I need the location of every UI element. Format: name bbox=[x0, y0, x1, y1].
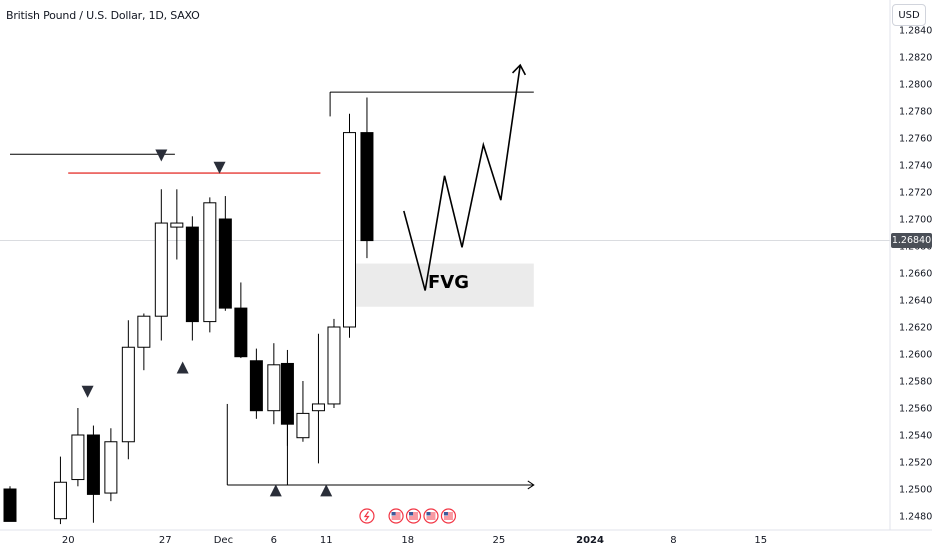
annotation-lines bbox=[0, 91, 890, 490]
candle-body bbox=[234, 307, 248, 358]
projection-path bbox=[403, 63, 527, 291]
candle-body bbox=[154, 222, 168, 317]
y-tick-label: 1.26200 bbox=[899, 323, 932, 334]
bottom-line-arrowhead bbox=[527, 480, 535, 490]
fvg-zone bbox=[349, 263, 534, 307]
x-tick-label: 20 bbox=[62, 535, 75, 546]
y-tick-label: 1.25200 bbox=[899, 458, 932, 469]
fvg-label: FVG bbox=[428, 272, 470, 293]
x-tick-label: 25 bbox=[493, 535, 506, 546]
y-tick-label: 1.27600 bbox=[899, 134, 932, 145]
y-tick-label: 1.27000 bbox=[899, 215, 932, 226]
x-tick-label: 11 bbox=[320, 535, 333, 546]
y-tick-label: 1.25000 bbox=[899, 485, 932, 496]
candle-body bbox=[218, 218, 232, 309]
y-tick-label: 1.27800 bbox=[899, 107, 932, 118]
candle-body bbox=[249, 360, 263, 412]
fvg-rect bbox=[349, 263, 534, 307]
down-triangle-marker bbox=[213, 161, 226, 174]
candle-body bbox=[360, 132, 374, 242]
candle-body bbox=[185, 226, 199, 323]
down-triangle-marker bbox=[155, 149, 168, 162]
chart-title: British Pound / U.S. Dollar, 1D, SAXO bbox=[6, 9, 200, 22]
x-tick-label: 2024 bbox=[576, 535, 604, 546]
up-triangle-marker bbox=[320, 484, 333, 497]
candle-body bbox=[280, 362, 294, 425]
y-axis: 1.28400 1.28200 1.28000 1.27800 1.27600 1.274… bbox=[889, 0, 932, 530]
candle-body bbox=[71, 434, 85, 481]
candle-body bbox=[170, 222, 184, 228]
flag-canton bbox=[426, 512, 431, 516]
y-tick-label: 1.26400 bbox=[899, 296, 932, 307]
x-tick-label: 18 bbox=[401, 535, 414, 546]
candle-body bbox=[3, 488, 17, 522]
y-tick-label: 1.27200 bbox=[899, 188, 932, 199]
down-triangle-marker bbox=[81, 385, 94, 398]
flag-event-icon bbox=[423, 508, 439, 524]
candle-body bbox=[121, 346, 135, 443]
flag-event-icon bbox=[405, 508, 422, 524]
y-tick-label: 1.28200 bbox=[899, 53, 932, 64]
candle-body bbox=[296, 412, 310, 439]
x-tick-label: 8 bbox=[670, 535, 676, 546]
flag-event-icon bbox=[440, 508, 457, 524]
currency-button[interactable]: USD bbox=[892, 4, 926, 26]
flag-event-icon bbox=[388, 508, 404, 524]
x-tick-label: Dec bbox=[214, 535, 233, 546]
up-triangle-marker bbox=[269, 484, 282, 497]
y-tick-label: 1.28400 bbox=[899, 26, 932, 37]
projection-arrowhead bbox=[511, 63, 527, 76]
candle-body bbox=[343, 132, 356, 328]
x-axis: 20 27 Dec 6 11 18 25 2024 8 15 bbox=[0, 529, 932, 546]
y-tick-label: 1.28000 bbox=[899, 80, 932, 91]
current-price-badge: 1.26840 bbox=[891, 233, 932, 248]
y-tick-label: 1.24800 bbox=[899, 512, 932, 523]
y-tick-label: 1.25600 bbox=[899, 404, 932, 415]
y-tick-label: 1.25400 bbox=[899, 431, 932, 442]
x-tick-label: 15 bbox=[754, 535, 767, 546]
projection-line bbox=[403, 64, 522, 291]
candle-body bbox=[137, 315, 151, 348]
flag-canton bbox=[409, 512, 414, 516]
candles bbox=[3, 97, 374, 525]
y-tick-label: 1.26600 bbox=[899, 269, 932, 280]
flag-canton bbox=[443, 512, 448, 516]
candle-body bbox=[311, 403, 325, 412]
candle-body bbox=[327, 326, 341, 405]
y-tick-label: 1.27400 bbox=[899, 161, 932, 172]
flash-glyph bbox=[363, 511, 370, 521]
candle-body bbox=[86, 434, 100, 495]
candle-body bbox=[104, 441, 118, 494]
x-tick-label: 27 bbox=[159, 535, 172, 546]
candle-body bbox=[267, 364, 281, 412]
flag-canton bbox=[391, 512, 396, 516]
event-icons bbox=[359, 508, 457, 524]
markers bbox=[81, 149, 333, 497]
candle-body bbox=[203, 202, 217, 323]
up-triangle-marker bbox=[176, 361, 189, 374]
y-tick-label: 1.26000 bbox=[899, 350, 932, 361]
x-tick-label: 6 bbox=[271, 535, 277, 546]
candle-body bbox=[53, 481, 67, 520]
y-tick-label: 1.25800 bbox=[899, 377, 932, 388]
